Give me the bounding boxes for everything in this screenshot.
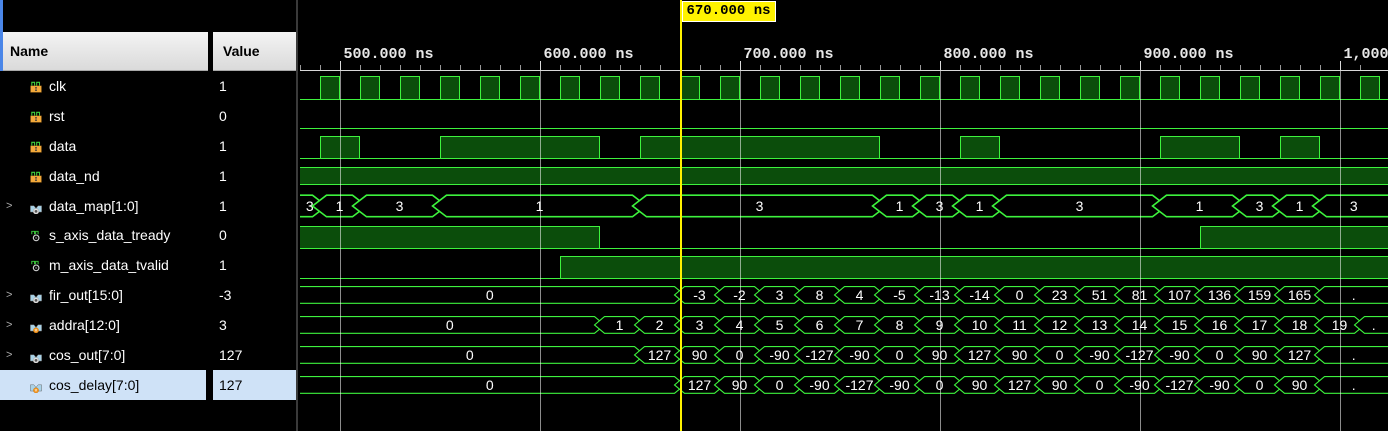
svg-text:107: 107: [1168, 287, 1192, 303]
svg-text:.: .: [1352, 347, 1356, 363]
svg-text:1: 1: [896, 198, 904, 214]
svg-text:-90: -90: [1169, 347, 1189, 363]
svg-text:0: 0: [446, 317, 454, 333]
svg-text:-90: -90: [889, 377, 909, 393]
svg-text:127: 127: [688, 377, 712, 393]
svg-text:90: 90: [1012, 347, 1028, 363]
svg-text:3: 3: [396, 198, 404, 214]
svg-text:0: 0: [1016, 287, 1024, 303]
svg-text:-90: -90: [1089, 347, 1109, 363]
svg-text:17: 17: [1252, 317, 1268, 333]
svg-text:127: 127: [648, 347, 672, 363]
svg-text:8: 8: [816, 287, 824, 303]
svg-text:3: 3: [756, 198, 764, 214]
svg-text:51: 51: [1092, 287, 1108, 303]
svg-text:127: 127: [1008, 377, 1032, 393]
svg-text:3: 3: [696, 317, 704, 333]
svg-text:90: 90: [1052, 377, 1068, 393]
svg-text:18: 18: [1292, 317, 1308, 333]
svg-text:23: 23: [1052, 287, 1068, 303]
svg-text:16: 16: [1212, 317, 1228, 333]
svg-text:7: 7: [856, 317, 864, 333]
svg-text:0: 0: [486, 287, 494, 303]
svg-text:15: 15: [1172, 317, 1188, 333]
svg-text:1: 1: [1296, 198, 1304, 214]
svg-text:136: 136: [1208, 287, 1232, 303]
svg-text:3: 3: [1256, 198, 1264, 214]
svg-text:3: 3: [776, 287, 784, 303]
svg-text:165: 165: [1288, 287, 1312, 303]
svg-text:-90: -90: [1209, 377, 1229, 393]
svg-text:90: 90: [1292, 377, 1308, 393]
svg-text:-127: -127: [845, 377, 873, 393]
svg-text:159: 159: [1248, 287, 1272, 303]
svg-text:0: 0: [1216, 347, 1224, 363]
svg-text:1: 1: [616, 317, 624, 333]
svg-text:0: 0: [776, 377, 784, 393]
svg-text:-90: -90: [769, 347, 789, 363]
svg-text:3: 3: [1076, 198, 1084, 214]
svg-text:5: 5: [776, 317, 784, 333]
svg-text:-127: -127: [1165, 377, 1193, 393]
svg-text:0: 0: [1096, 377, 1104, 393]
svg-text:.: .: [1372, 317, 1376, 333]
svg-text:0: 0: [1256, 377, 1264, 393]
svg-text:0: 0: [486, 377, 494, 393]
svg-text:1: 1: [1196, 198, 1204, 214]
svg-text:0: 0: [1056, 347, 1064, 363]
svg-text:.: .: [1352, 287, 1356, 303]
svg-text:90: 90: [972, 377, 988, 393]
svg-text:127: 127: [1288, 347, 1312, 363]
svg-text:127: 127: [968, 347, 992, 363]
svg-text:3: 3: [1350, 198, 1358, 214]
svg-text:90: 90: [692, 347, 708, 363]
svg-text:4: 4: [856, 287, 864, 303]
svg-text:0: 0: [896, 347, 904, 363]
svg-text:90: 90: [1252, 347, 1268, 363]
svg-text:10: 10: [972, 317, 988, 333]
svg-text:-127: -127: [805, 347, 833, 363]
svg-text:8: 8: [896, 317, 904, 333]
svg-text:.: .: [1352, 377, 1356, 393]
svg-text:6: 6: [816, 317, 824, 333]
svg-text:12: 12: [1052, 317, 1068, 333]
svg-text:1: 1: [976, 198, 984, 214]
svg-text:11: 11: [1012, 317, 1027, 333]
svg-text:-5: -5: [893, 287, 906, 303]
svg-text:13: 13: [1092, 317, 1108, 333]
svg-text:2: 2: [656, 317, 664, 333]
svg-text:-14: -14: [969, 287, 989, 303]
svg-text:-90: -90: [809, 377, 829, 393]
svg-text:0: 0: [466, 347, 474, 363]
svg-text:-3: -3: [693, 287, 706, 303]
svg-text:-90: -90: [849, 347, 869, 363]
